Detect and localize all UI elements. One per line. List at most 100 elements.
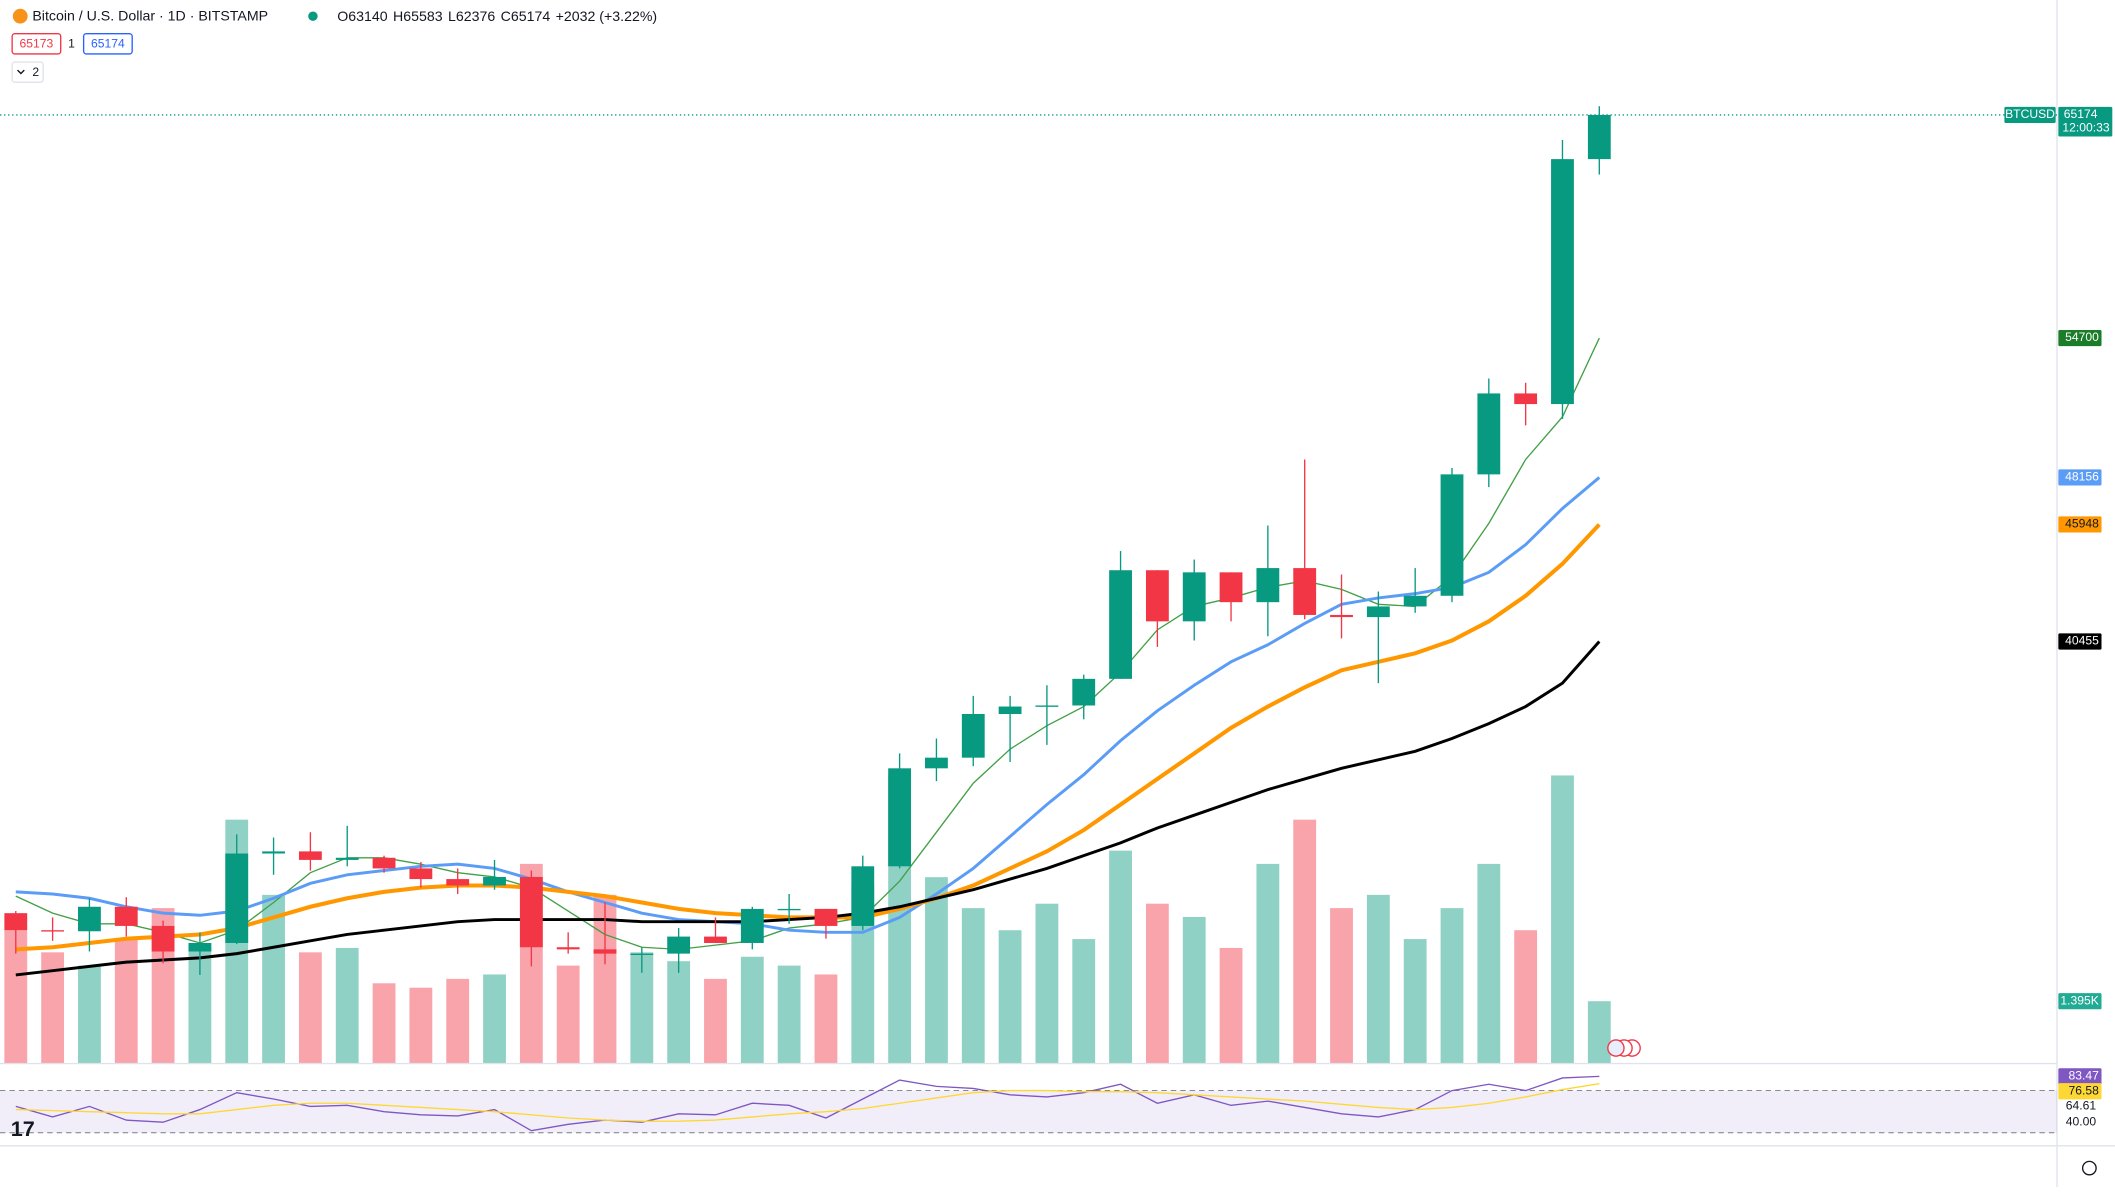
ohlc-item: +2032 (+3.22%) [556, 9, 658, 25]
ma-badge: 40455 [2065, 634, 2099, 648]
ohlc-item: O63140 [337, 9, 388, 25]
market-status[interactable] [308, 11, 318, 21]
sell-price[interactable]: 65173 [20, 37, 54, 51]
candle-body [1587, 114, 1611, 160]
volume-bar [1551, 775, 1574, 1063]
ma-badge-bg [2058, 469, 2102, 486]
indicator-count[interactable]: 2 [32, 65, 39, 79]
symbol-title[interactable]: Bitcoin / U.S. Dollar · 1D · BITSTAMP [32, 9, 268, 25]
volume-badge: 1.395K [2060, 993, 2098, 1007]
candle-body [372, 857, 396, 869]
candle-body [1182, 572, 1206, 622]
candle-body [667, 936, 691, 954]
candle-body [483, 876, 506, 886]
volume-bar [777, 965, 801, 1063]
spread: 1 [68, 37, 75, 51]
candle-body [556, 947, 580, 950]
volume-bar [446, 978, 470, 1063]
candle-body [1035, 705, 1059, 707]
ma-badge: 45948 [2065, 517, 2099, 531]
rsi-ma-badge-bg [2058, 1083, 2102, 1100]
rsi-level-label: 64.61 [2066, 1098, 2097, 1112]
symbol-icon [12, 8, 28, 24]
volume-bar [630, 952, 654, 1063]
candle-body [1440, 474, 1464, 596]
price-badge-bg [2058, 106, 2113, 137]
settings-icon[interactable] [2081, 1160, 2097, 1176]
symbol-badge-bg [2004, 106, 2056, 124]
volume-bar [4, 930, 28, 1063]
candles [0, 106, 2057, 975]
indicators-toggle[interactable] [11, 61, 44, 83]
candle-body [4, 913, 28, 931]
ohlc-item: H65583 [393, 9, 443, 25]
candle-body [1219, 572, 1243, 603]
rsi-level-label: 40.00 [2066, 1114, 2097, 1128]
candle-body [41, 930, 65, 932]
sell-button[interactable] [11, 33, 62, 55]
volume-bar [1514, 930, 1538, 1063]
candle-body [409, 868, 433, 880]
rsi-ma-badge: 76.58 [2068, 1083, 2099, 1097]
volume-bar [1477, 863, 1501, 1063]
candle-body [777, 908, 801, 911]
buy-price[interactable]: 65174 [91, 37, 125, 51]
event-flag[interactable] [1607, 1039, 1641, 1057]
candle-body [814, 908, 838, 926]
candle-body [851, 866, 875, 926]
volume-bar [1035, 903, 1059, 1063]
candle-body [519, 876, 543, 948]
rsi-badge-bg [2058, 1068, 2102, 1085]
volume-bar [667, 961, 691, 1063]
volume-bar [1293, 819, 1317, 1063]
ma-badge: 48156 [2065, 470, 2099, 484]
candle-body [961, 713, 985, 758]
candle-body [225, 853, 249, 943]
candle-body [1477, 393, 1501, 475]
candle-body [151, 925, 175, 952]
candle-body [1109, 570, 1132, 679]
candle-body [1072, 678, 1096, 706]
volume-bar [961, 908, 985, 1063]
candle-body [1330, 614, 1353, 618]
moving-average-line [15, 476, 1601, 934]
moving-averages [15, 337, 1601, 977]
moving-average-line [15, 640, 1601, 977]
candle-body [78, 906, 101, 932]
legend-header: Bitcoin / U.S. Dollar · 1D · BITSTAMP O6… [11, 8, 2097, 1176]
volume-bar [556, 965, 580, 1063]
volume-bar [114, 939, 138, 1063]
volume-badge-bg [2058, 993, 2102, 1010]
candle-body [593, 949, 617, 954]
volume-bar [1182, 916, 1206, 1063]
volume-bar [704, 978, 727, 1063]
candle-body [1293, 568, 1317, 615]
ma-badge-bg [2058, 329, 2102, 347]
volume-bar [188, 947, 212, 1063]
ohlc-item: L62376 [448, 9, 495, 25]
volume-bar [372, 983, 396, 1063]
rsi-band [0, 1090, 2057, 1133]
logo[interactable]: 17 [11, 1116, 35, 1141]
ma-badge-bg [2058, 516, 2102, 533]
volume-bar [78, 965, 101, 1063]
candle-body [335, 857, 359, 860]
volume-bar [814, 974, 838, 1063]
buy-button[interactable] [82, 33, 133, 55]
volume-bar [409, 987, 433, 1063]
chevron [17, 69, 25, 75]
ohlc-item: C65174 [501, 9, 551, 25]
candle-body [1514, 393, 1538, 405]
volume-bar [1256, 863, 1280, 1063]
volume-bar [335, 947, 359, 1063]
volume-bar [998, 930, 1022, 1063]
volume-bar [1366, 894, 1390, 1063]
moving-average-line [15, 337, 1600, 951]
candle-body [630, 953, 654, 955]
symbol-badge: BTCUSD [2005, 107, 2055, 121]
volume-bar [41, 952, 65, 1063]
